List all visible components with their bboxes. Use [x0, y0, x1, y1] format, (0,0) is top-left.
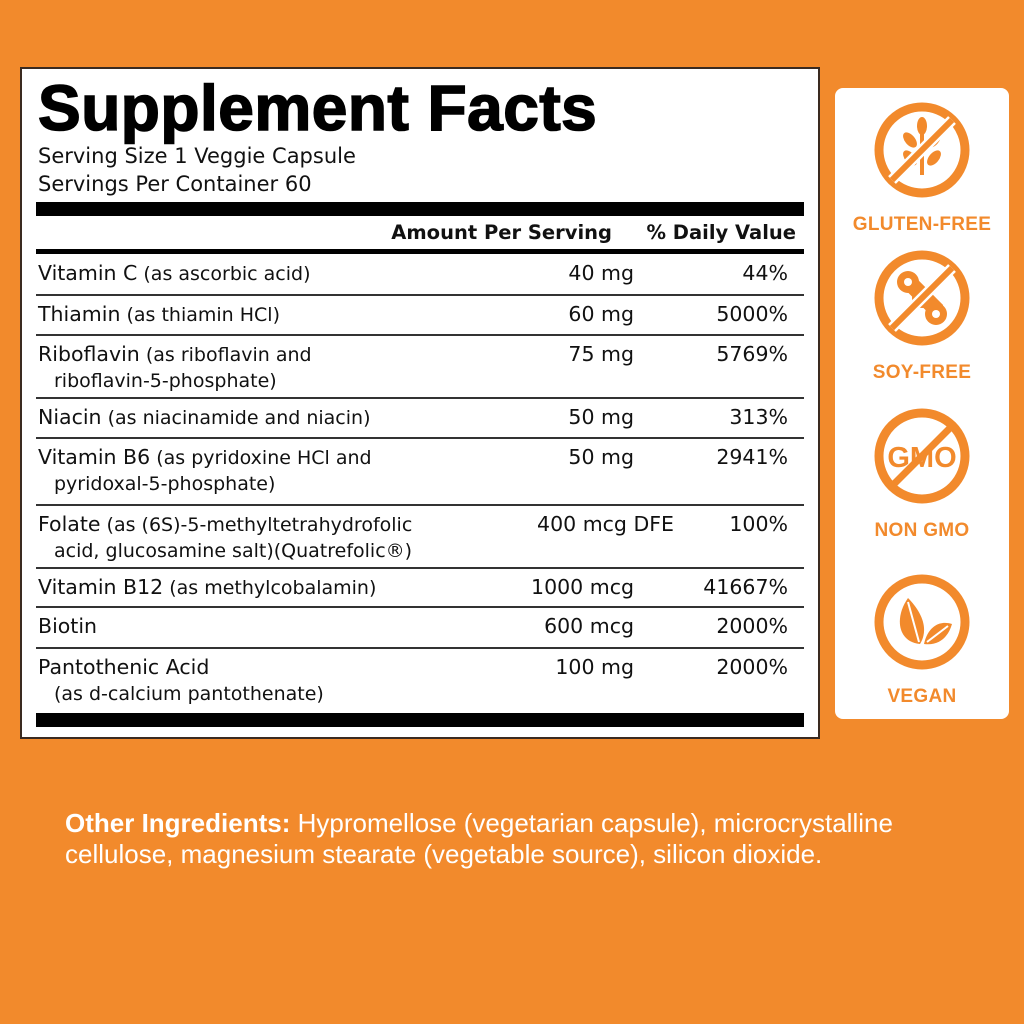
nutrient-rows: Vitamin C (as ascorbic acid) 40 mg 44% Th…: [36, 255, 804, 711]
nutrient-row: Vitamin C (as ascorbic acid) 40 mg 44%: [36, 255, 804, 296]
label-title: Supplement Facts: [37, 71, 598, 145]
nutrient-name: Riboflavin: [38, 342, 140, 366]
nutrient-name-cell: Riboflavin (as riboflavin and riboflavin-…: [38, 341, 312, 394]
nutrient-row: Vitamin B12 (as methylcobalamin) 1000 mc…: [36, 569, 804, 608]
nutrient-source: (as methylcobalamin): [163, 577, 377, 599]
serving-size: Serving Size 1 Veggie Capsule: [38, 144, 356, 168]
nutrient-name: Pantothenic Acid: [38, 655, 210, 679]
supplement-facts-label: Supplement Facts Serving Size 1 Veggie C…: [20, 67, 820, 739]
nutrient-source: (as riboflavin and: [139, 344, 312, 366]
servings-per-container: Servings Per Container 60: [38, 172, 312, 196]
nutrient-amount: 50 mg: [568, 445, 634, 469]
nutrient-source: (as thiamin HCl): [120, 304, 280, 326]
nutrient-daily-value: 5769%: [716, 342, 788, 366]
header-amount: Amount Per Serving: [391, 221, 612, 244]
nutrient-source: (as ascorbic acid): [137, 263, 311, 285]
non-gmo-icon: GMO: [874, 408, 970, 504]
nutrient-name: Biotin: [38, 614, 98, 638]
nutrient-name-cell: Niacin (as niacinamide and niacin): [38, 404, 370, 431]
nutrient-amount: 100 mg: [555, 655, 634, 679]
other-ingredients-label: Other Ingredients:: [65, 808, 291, 838]
nutrient-amount: 40 mg: [568, 261, 634, 285]
vegan-leaf-icon: [874, 574, 970, 670]
badges-panel: GLUTEN-FREE SOY-FREE GMO NON GMO VEGAN: [835, 88, 1009, 719]
nutrient-amount: 600 mcg: [544, 614, 634, 638]
nutrient-source: (as niacinamide and niacin): [101, 407, 371, 429]
nutrient-daily-value: 2000%: [716, 614, 788, 638]
nutrient-name-cell: Vitamin C (as ascorbic acid): [38, 260, 310, 287]
badge-gluten-free: GLUTEN-FREE: [835, 100, 1009, 236]
nutrient-daily-value: 44%: [742, 261, 788, 285]
nutrient-source-line2: (as d-calcium pantothenate): [54, 683, 324, 705]
nutrient-row: Vitamin B6 (as pyridoxine HCl and pyridox…: [36, 439, 804, 506]
badge-label: SOY-FREE: [872, 362, 972, 383]
nutrient-name: Vitamin B6: [38, 445, 151, 469]
soy-free-icon: [874, 250, 970, 346]
nutrient-row: Thiamin (as thiamin HCl) 60 mg 5000%: [36, 296, 804, 336]
header-divider: [36, 249, 804, 254]
nutrient-amount: 400 mcg DFE: [537, 512, 674, 536]
other-ingredients-text: Hypromellose (vegetarian capsule), micro…: [65, 808, 893, 869]
thick-divider: [36, 202, 804, 216]
nutrient-source: (as pyridoxine HCl and: [150, 447, 372, 469]
nutrient-name: Vitamin B12: [38, 575, 164, 599]
nutrient-source: (as (6S)-5-methyltetrahydrofolic: [100, 514, 413, 536]
nutrient-name-cell: Folate (as (6S)-5-methyltetrahydrofolic a…: [38, 511, 412, 564]
gluten-free-icon: [874, 102, 970, 198]
nutrient-row: Pantothenic Acid (as d-calcium pantothena…: [36, 649, 804, 711]
badge-label: VEGAN: [887, 686, 957, 707]
nutrient-name: Folate: [38, 512, 101, 536]
bottom-divider: [36, 713, 804, 727]
badge-soy-free: SOY-FREE: [835, 248, 1009, 384]
nutrient-name-cell: Pantothenic Acid (as d-calcium pantothena…: [38, 654, 324, 707]
badge-label: NON GMO: [874, 520, 970, 541]
nutrient-daily-value: 313%: [729, 405, 788, 429]
nutrient-name: Vitamin C: [38, 261, 138, 285]
nutrient-source-line2: pyridoxal-5-phosphate): [54, 473, 276, 495]
nutrient-name-cell: Vitamin B12 (as methylcobalamin): [38, 574, 376, 601]
nutrient-name-cell: Vitamin B6 (as pyridoxine HCl and pyridox…: [38, 444, 372, 497]
nutrient-daily-value: 41667%: [703, 575, 788, 599]
nutrient-amount: 50 mg: [568, 405, 634, 429]
nutrient-name: Thiamin: [38, 302, 121, 326]
header-daily-value: % Daily Value: [646, 221, 796, 244]
nutrient-row: Biotin 600 mcg 2000%: [36, 608, 804, 649]
nutrient-source-line2: acid, glucosamine salt)(Quatrefolic®): [54, 540, 413, 562]
nutrient-amount: 60 mg: [568, 302, 634, 326]
nutrient-row: Folate (as (6S)-5-methyltetrahydrofolic a…: [36, 506, 804, 569]
nutrient-daily-value: 100%: [729, 512, 788, 536]
nutrient-amount: 75 mg: [568, 342, 634, 366]
badge-label: GLUTEN-FREE: [852, 214, 992, 235]
nutrient-daily-value: 2000%: [716, 655, 788, 679]
nutrient-name-cell: Biotin: [38, 613, 97, 640]
badge-non-gmo: GMO NON GMO: [835, 406, 1009, 542]
nutrient-name-cell: Thiamin (as thiamin HCl): [38, 301, 280, 328]
nutrient-source-line2: riboflavin-5-phosphate): [54, 370, 277, 392]
nutrient-name: Niacin: [38, 405, 102, 429]
nutrient-row: Riboflavin (as riboflavin and riboflavin-…: [36, 336, 804, 399]
other-ingredients: Other Ingredients: Hypromellose (vegetar…: [65, 808, 965, 870]
nutrient-row: Niacin (as niacinamide and niacin) 50 mg…: [36, 399, 804, 439]
nutrient-daily-value: 2941%: [716, 445, 788, 469]
badge-vegan: VEGAN: [835, 572, 1009, 708]
nutrient-daily-value: 5000%: [716, 302, 788, 326]
nutrient-amount: 1000 mcg: [531, 575, 634, 599]
